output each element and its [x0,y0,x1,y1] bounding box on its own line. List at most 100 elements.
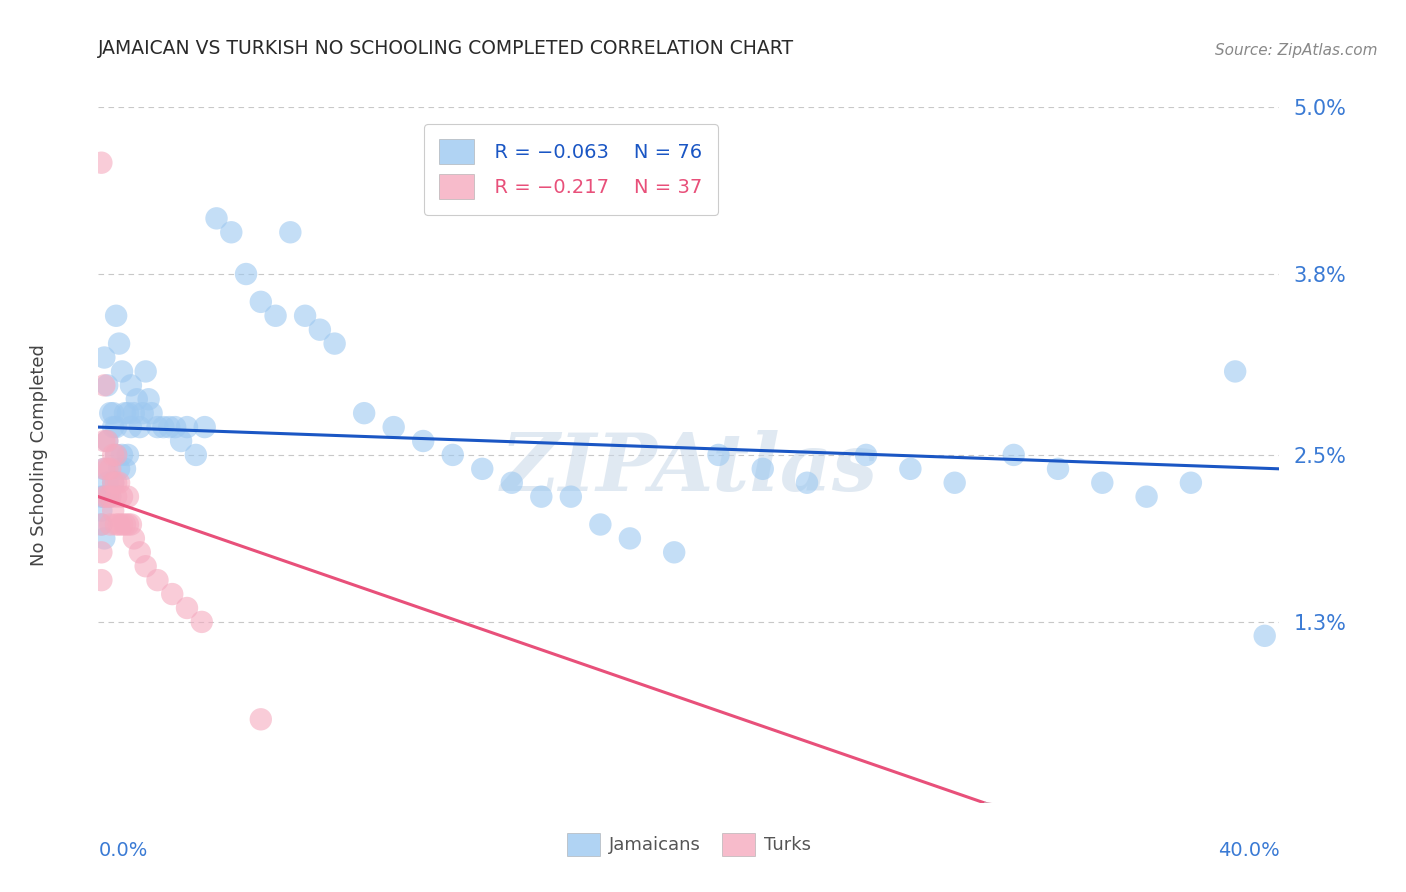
Point [1091,475,1114,490]
Point [93,351,115,365]
Point [128,420,150,434]
Point [90,517,112,532]
Point [855,448,877,462]
Point [108,475,131,490]
Point [103,475,125,490]
Point [105,448,128,462]
Point [619,532,641,546]
Point [90,517,112,532]
Point [108,336,131,351]
Point [353,406,375,420]
Point [93,378,115,392]
Point [250,712,273,726]
Point [103,475,125,490]
Point [152,420,174,434]
Text: ZIPAtlas: ZIPAtlas [501,430,877,508]
Point [114,406,136,420]
Point [235,267,257,281]
Point [1046,462,1069,476]
Point [103,503,125,517]
Point [141,406,163,420]
Point [93,462,115,476]
Point [412,434,434,448]
Point [128,545,150,559]
Point [93,462,115,476]
Point [184,448,207,462]
Point [219,225,242,239]
Point [105,309,128,323]
Point [111,490,134,504]
Point [1180,475,1202,490]
Point [111,448,134,462]
Point [125,392,148,407]
Point [165,420,187,434]
Point [98,462,121,476]
Text: Source: ZipAtlas.com: Source: ZipAtlas.com [1215,43,1378,58]
Point [96,462,118,476]
Point [194,420,217,434]
Point [111,517,134,532]
Point [323,336,346,351]
Point [98,490,121,504]
Point [1002,448,1025,462]
Point [146,420,169,434]
Point [120,378,142,392]
Point [117,406,139,420]
Point [176,420,198,434]
Point [1223,364,1246,378]
Point [170,434,193,448]
Point [93,434,115,448]
Point [294,309,316,323]
Point [501,475,523,490]
Point [135,559,157,574]
Point [264,309,287,323]
Point [162,587,183,601]
Point [117,517,139,532]
Point [98,406,121,420]
Point [105,448,128,462]
Point [707,448,730,462]
Point [751,462,773,476]
Point [96,434,118,448]
Point [105,475,128,490]
Point [96,378,118,392]
Point [114,462,136,476]
Point [105,490,128,504]
Point [96,434,118,448]
Point [108,517,131,532]
Point [530,490,553,504]
Point [560,490,582,504]
Point [93,532,115,546]
Point [96,490,118,504]
Point [138,392,160,407]
Point [90,545,112,559]
Text: No Schooling Completed: No Schooling Completed [31,344,48,566]
Point [1135,490,1157,504]
Point [90,503,112,517]
Point [205,211,228,226]
Point [176,601,198,615]
Point [943,475,966,490]
Point [796,475,818,490]
Point [117,490,139,504]
Point [96,475,118,490]
Point [132,406,155,420]
Point [98,517,121,532]
Point [471,462,494,476]
Point [250,294,273,309]
Point [382,420,405,434]
Point [90,155,112,169]
Text: JAMAICAN VS TURKISH NO SCHOOLING COMPLETED CORRELATION CHART: JAMAICAN VS TURKISH NO SCHOOLING COMPLET… [98,39,794,58]
Point [146,573,169,587]
Point [135,364,157,378]
Point [103,448,125,462]
Text: 40.0%: 40.0% [1218,841,1279,860]
Point [114,517,136,532]
Point [1254,629,1277,643]
Point [108,462,131,476]
Point [664,545,686,559]
Point [120,517,142,532]
Point [191,615,214,629]
Point [90,573,112,587]
Text: 0.0%: 0.0% [98,841,148,860]
